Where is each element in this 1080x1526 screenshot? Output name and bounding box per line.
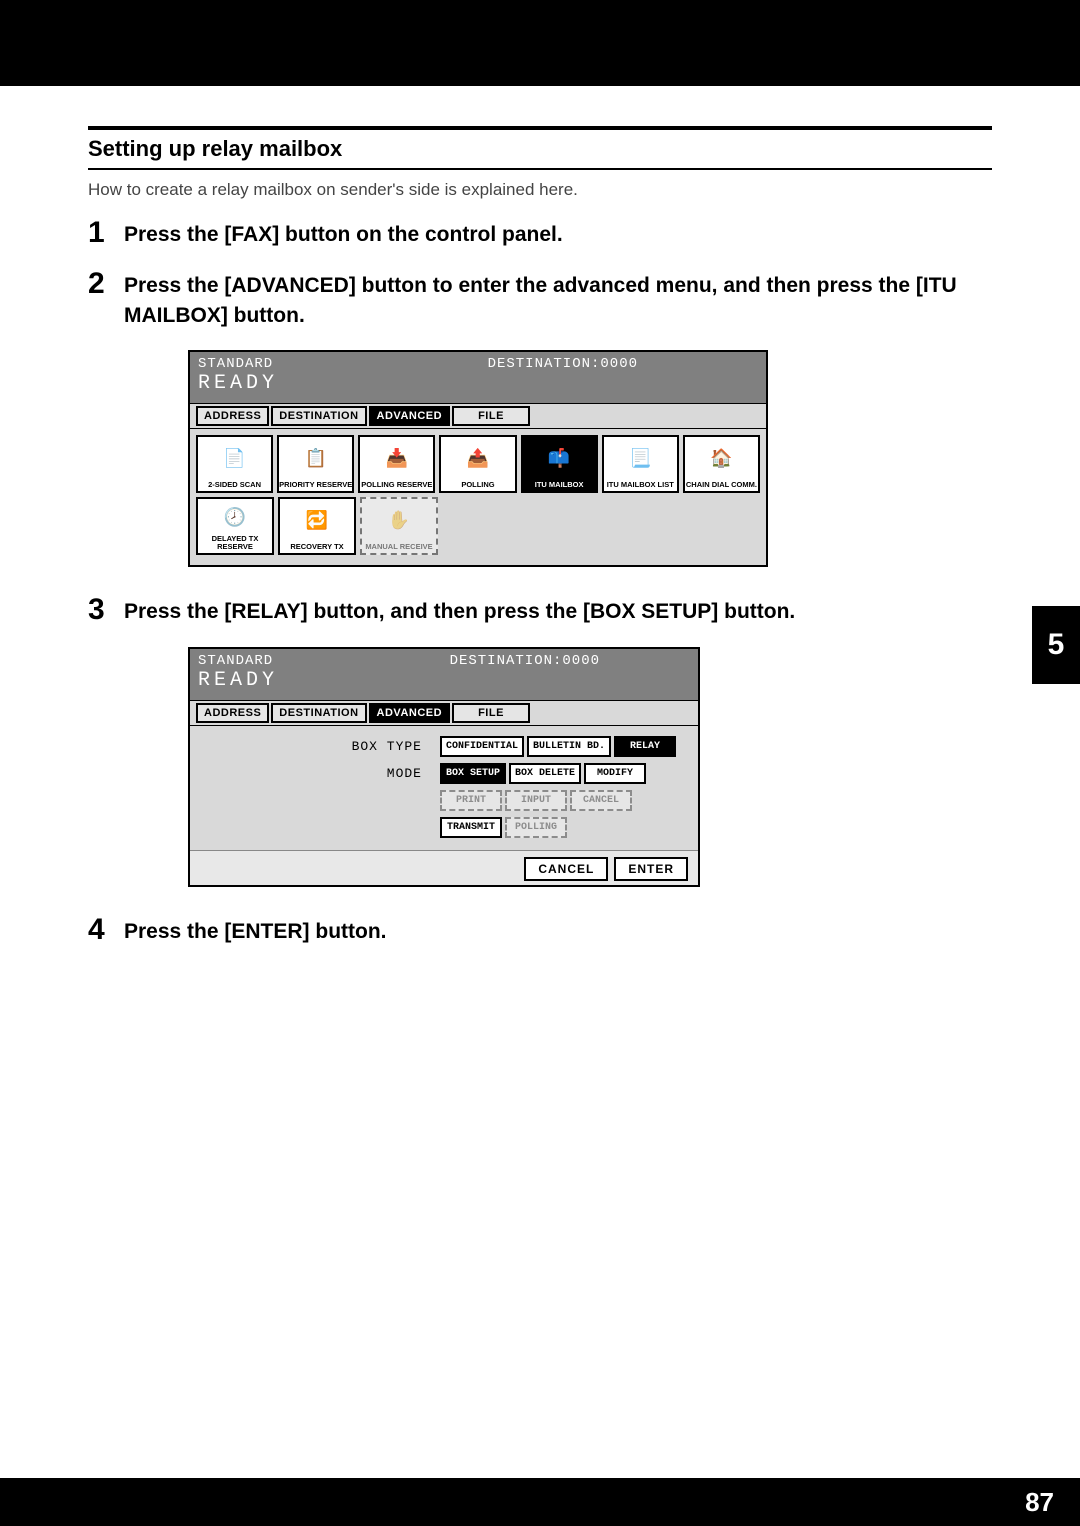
opt-bulletin[interactable]: BULLETIN BD. [527, 736, 611, 757]
hdr-ready: READY [198, 372, 758, 395]
tab-address[interactable]: ADDRESS [196, 703, 269, 723]
btn-polling-reserve[interactable]: 📥POLLING RESERVE [358, 435, 435, 493]
btn-recovery-tx[interactable]: 🔁RECOVERY TX [278, 497, 356, 555]
step-3: 3 Press the [RELAY] button, and then pre… [88, 595, 992, 626]
opt-input: INPUT [505, 790, 567, 811]
tab-advanced[interactable]: ADVANCED [369, 406, 451, 426]
step-number: 3 [88, 595, 124, 625]
step-4: 4 Press the [ENTER] button. [88, 915, 992, 946]
btn-polling[interactable]: 📤POLLING [439, 435, 516, 493]
opt-cancel: CANCEL [570, 790, 632, 811]
btn-itu-mailbox-list[interactable]: 📃ITU MAILBOX LIST [602, 435, 679, 493]
btn-enter[interactable]: ENTER [614, 857, 688, 881]
opt-transmit[interactable]: TRANSMIT [440, 817, 502, 838]
hdr-standard: STANDARD [198, 356, 273, 372]
section-description: How to create a relay mailbox on sender'… [88, 180, 992, 200]
tab-file[interactable]: FILE [452, 703, 530, 723]
btn-2sided-scan[interactable]: 📄2-SIDED SCAN [196, 435, 273, 493]
btn-priority-reserve[interactable]: 📋PRIORITY RESERVE [277, 435, 354, 493]
step-1: 1 Press the [FAX] button on the control … [88, 218, 992, 249]
btn-chain-dial[interactable]: 🏠CHAIN DIAL COMM. [683, 435, 760, 493]
chapter-tab: 5 [1032, 606, 1080, 684]
opt-box-delete[interactable]: BOX DELETE [509, 763, 581, 784]
tab-advanced[interactable]: ADVANCED [369, 703, 451, 723]
tab-destination[interactable]: DESTINATION [271, 406, 366, 426]
step-number: 1 [88, 218, 124, 248]
label-box-type: BOX TYPE [200, 739, 440, 754]
step-number: 2 [88, 269, 124, 299]
opt-print: PRINT [440, 790, 502, 811]
step-number: 4 [88, 915, 124, 945]
screenshot-box-setup: STANDARD DESTINATION:0000 READY ADDRESS … [188, 647, 992, 887]
btn-itu-mailbox[interactable]: 📫ITU MAILBOX [521, 435, 598, 493]
opt-polling: POLLING [505, 817, 567, 838]
opt-modify[interactable]: MODIFY [584, 763, 646, 784]
label-mode: MODE [200, 766, 440, 781]
step-text: Press the [ADVANCED] button to enter the… [124, 269, 992, 330]
opt-confidential[interactable]: CONFIDENTIAL [440, 736, 524, 757]
page-footer: 87 [0, 1478, 1080, 1526]
hdr-ready: READY [198, 669, 690, 692]
hdr-destination: DESTINATION:0000 [488, 356, 758, 372]
btn-delayed-tx[interactable]: 🕗DELAYED TX RESERVE [196, 497, 274, 555]
tab-address[interactable]: ADDRESS [196, 406, 269, 426]
btn-manual-receive: ✋MANUAL RECEIVE [360, 497, 438, 555]
step-text: Press the [RELAY] button, and then press… [124, 595, 795, 626]
tab-file[interactable]: FILE [452, 406, 530, 426]
tab-destination[interactable]: DESTINATION [271, 703, 366, 723]
section-title: Setting up relay mailbox [88, 136, 992, 170]
hdr-standard: STANDARD [198, 653, 273, 669]
step-2: 2 Press the [ADVANCED] button to enter t… [88, 269, 992, 330]
top-black-bar [0, 0, 1080, 86]
opt-relay[interactable]: RELAY [614, 736, 676, 757]
screenshot-advanced-menu: STANDARD DESTINATION:0000 READY ADDRESS … [188, 350, 992, 567]
page-number: 87 [1025, 1487, 1054, 1518]
step-text: Press the [ENTER] button. [124, 915, 387, 946]
page-rule [88, 126, 992, 130]
step-text: Press the [FAX] button on the control pa… [124, 218, 563, 249]
opt-box-setup[interactable]: BOX SETUP [440, 763, 506, 784]
hdr-destination: DESTINATION:0000 [450, 653, 690, 669]
btn-cancel[interactable]: CANCEL [524, 857, 608, 881]
